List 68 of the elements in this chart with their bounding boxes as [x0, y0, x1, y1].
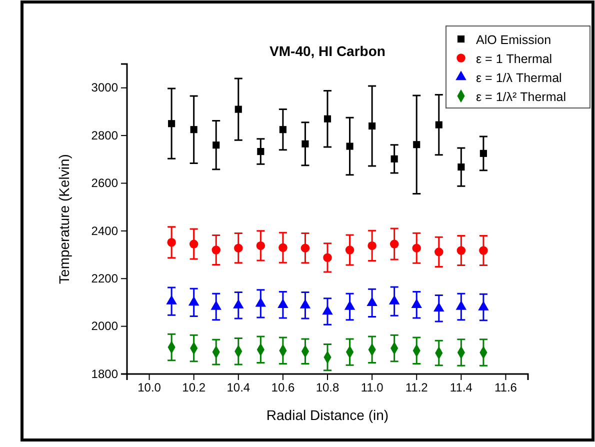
point [458, 163, 465, 171]
point [323, 253, 332, 262]
x-axis-title: Radial Distance (in) [266, 407, 389, 423]
point [233, 299, 244, 308]
point [344, 300, 356, 310]
point [189, 240, 198, 248]
chart-title: VM-40, HI Carbon [270, 43, 386, 59]
point [366, 296, 378, 306]
point [324, 115, 332, 122]
point [302, 140, 309, 148]
point [390, 155, 398, 162]
point [413, 141, 420, 148]
y-tick-label: 2200 [91, 271, 118, 286]
x-tick-label: 10.4 [226, 380, 250, 395]
point [256, 241, 266, 250]
y-tick-label: 2600 [91, 176, 118, 190]
y-tick-label: 2400 [91, 224, 118, 238]
point [212, 142, 220, 149]
point [212, 246, 220, 254]
y-tick-label: 3000 [91, 80, 118, 95]
point [190, 126, 198, 134]
point [368, 241, 376, 250]
x-tick-label: 10.6 [271, 380, 295, 395]
x-tick-label: 11.6 [494, 380, 518, 395]
point [168, 120, 176, 128]
point [300, 299, 311, 308]
point [234, 244, 243, 252]
point [346, 142, 354, 150]
y-axis-title: Temperature (Kelvin) [56, 154, 72, 284]
point [167, 238, 176, 247]
point [322, 305, 333, 315]
x-tick-label: 10.8 [316, 380, 340, 395]
point [278, 243, 288, 252]
x-tick-label: 11.0 [360, 380, 384, 395]
legend-label: ε = 1 Thermal [476, 52, 552, 66]
point [188, 296, 200, 306]
point [456, 300, 467, 310]
point [257, 148, 264, 156]
point [434, 248, 444, 256]
x-tick-label: 10.2 [182, 380, 206, 395]
point [368, 122, 376, 130]
point [210, 300, 222, 310]
point [278, 298, 288, 308]
x-tick-label: 11.2 [405, 380, 428, 395]
point [435, 121, 442, 128]
point [345, 246, 354, 254]
point [279, 126, 286, 134]
point [480, 150, 487, 157]
legend-label: ε = 1/λ Thermal [476, 71, 562, 85]
legend-label: AlO Emission [476, 33, 552, 47]
point [388, 295, 400, 304]
point [234, 106, 242, 113]
point [478, 301, 489, 310]
point [166, 295, 177, 304]
y-tick-label: 2800 [91, 128, 118, 142]
y-tick-label: 1800 [91, 366, 118, 381]
point [390, 240, 399, 248]
y-tick-label: 2000 [91, 319, 118, 334]
point [479, 246, 488, 255]
point [255, 297, 266, 307]
x-tick-label: 11.4 [450, 380, 473, 395]
point [300, 244, 310, 252]
point [411, 298, 422, 308]
x-tick-label: 10.0 [138, 380, 162, 395]
point [456, 246, 466, 255]
legend-label: ε = 1/λ² Thermal [476, 90, 566, 104]
point [412, 244, 421, 252]
point [434, 302, 444, 312]
